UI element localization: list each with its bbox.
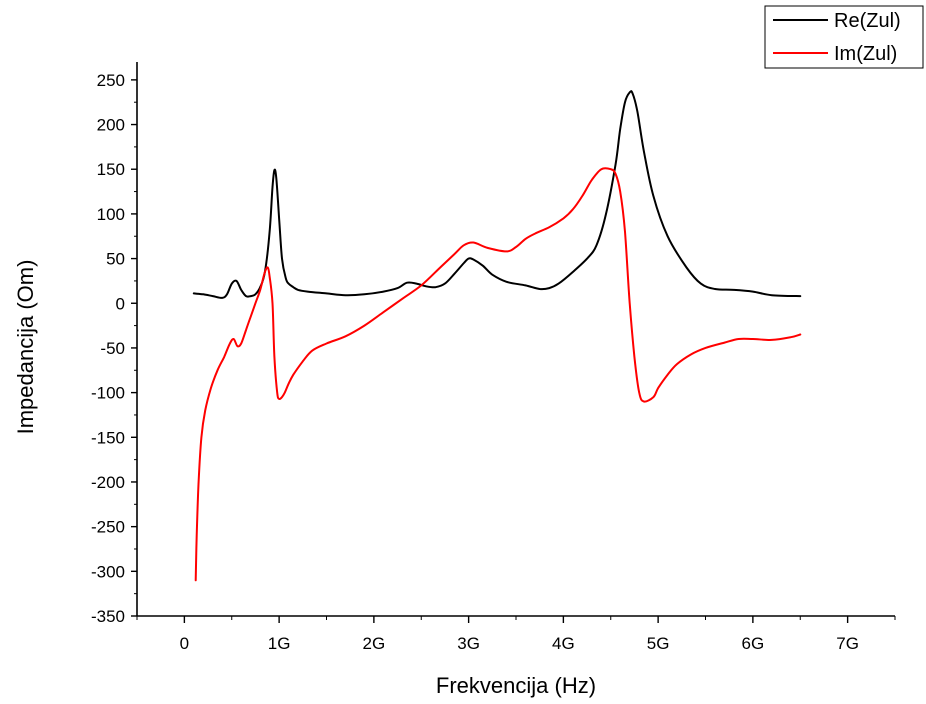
y-tick-label: 250 bbox=[97, 71, 125, 90]
legend-box bbox=[764, 5, 924, 69]
x-tick-label: 4G bbox=[552, 634, 575, 653]
y-tick-label: 100 bbox=[97, 205, 125, 224]
y-tick-label: -50 bbox=[100, 339, 125, 358]
legend-label-im: Im(Zul) bbox=[834, 43, 897, 65]
y-tick-label: -250 bbox=[91, 518, 125, 537]
y-tick-label: -200 bbox=[91, 473, 125, 492]
y-tick-label: -150 bbox=[91, 428, 125, 447]
y-tick-label: 200 bbox=[97, 116, 125, 135]
x-tick-label: 3G bbox=[457, 634, 480, 653]
series-line-im-zul bbox=[194, 167, 802, 582]
x-tick-label: 7G bbox=[836, 634, 859, 653]
y-axis-title: Impedancija (Om) bbox=[13, 260, 38, 435]
y-tick-label: -350 bbox=[91, 607, 125, 626]
y-tick-label: 150 bbox=[97, 160, 125, 179]
x-tick-label: 1G bbox=[268, 634, 291, 653]
x-ticks: 0 1G 2G 3G 4G 5G 6G 7G bbox=[136, 616, 896, 653]
legend-label-re: Re(Zul) bbox=[834, 10, 901, 32]
series-layer bbox=[192, 90, 802, 582]
series-line-re-zul bbox=[192, 90, 802, 299]
x-tick-label: 2G bbox=[363, 634, 386, 653]
x-axis-title: Frekvencija (Hz) bbox=[436, 673, 596, 698]
y-tick-label: -100 bbox=[91, 384, 125, 403]
y-tick-label: -300 bbox=[91, 562, 125, 581]
legend: Re(Zul) Im(Zul) bbox=[764, 5, 924, 69]
x-tick-label: 5G bbox=[647, 634, 670, 653]
y-tick-label: 50 bbox=[106, 250, 125, 269]
x-tick-label: 6G bbox=[742, 634, 765, 653]
x-tick-label: 0 bbox=[180, 634, 189, 653]
y-ticks: 250 200 150 100 50 0 -50 -100 -150 -200 -250 -300 -3… bbox=[91, 71, 137, 626]
y-tick-label: 0 bbox=[116, 294, 125, 313]
